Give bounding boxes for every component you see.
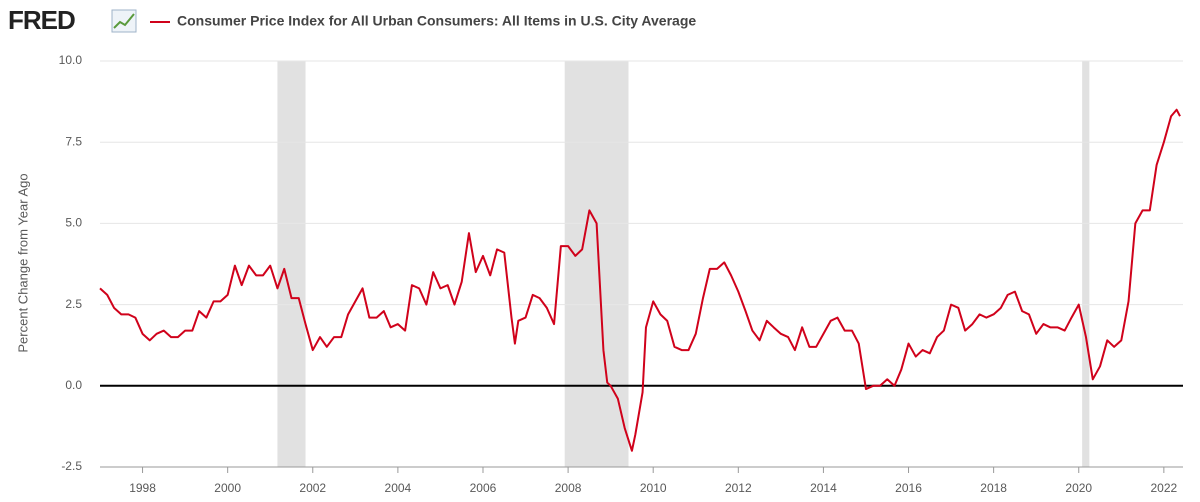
y-axis-label: Percent Change from Year Ago [15,173,30,352]
logo-icon [111,9,137,33]
x-tick-label: 2016 [895,481,922,495]
logo-icon-line [113,13,135,29]
x-tick-label: 2018 [980,481,1007,495]
x-tick-label: 2014 [810,481,837,495]
x-tick-label: 2000 [214,481,241,495]
series-line [99,108,1181,452]
y-tick-label: -2.5 [61,459,82,473]
chart-title: Consumer Price Index for All Urban Consu… [177,13,696,29]
y-tick-label: 5.0 [65,216,82,230]
logo: FRED [8,5,75,35]
recession-band [277,61,306,467]
x-tick-label: 2022 [1150,481,1177,495]
y-tick-label: 7.5 [65,134,82,148]
y-tick-label: 0.0 [65,378,82,392]
x-tick-label: 2002 [299,481,326,495]
x-tick-label: 2006 [470,481,497,495]
y-tick-label: 10.0 [59,53,83,67]
x-tick-label: 2004 [385,481,412,495]
x-tick-label: 2008 [555,481,582,495]
recession-band [1082,61,1090,467]
x-tick-label: 2012 [725,481,752,495]
x-tick-label: 2020 [1065,481,1092,495]
x-tick-label: 2010 [640,481,667,495]
x-tick-label: 1998 [129,481,156,495]
y-tick-label: 2.5 [65,297,82,311]
